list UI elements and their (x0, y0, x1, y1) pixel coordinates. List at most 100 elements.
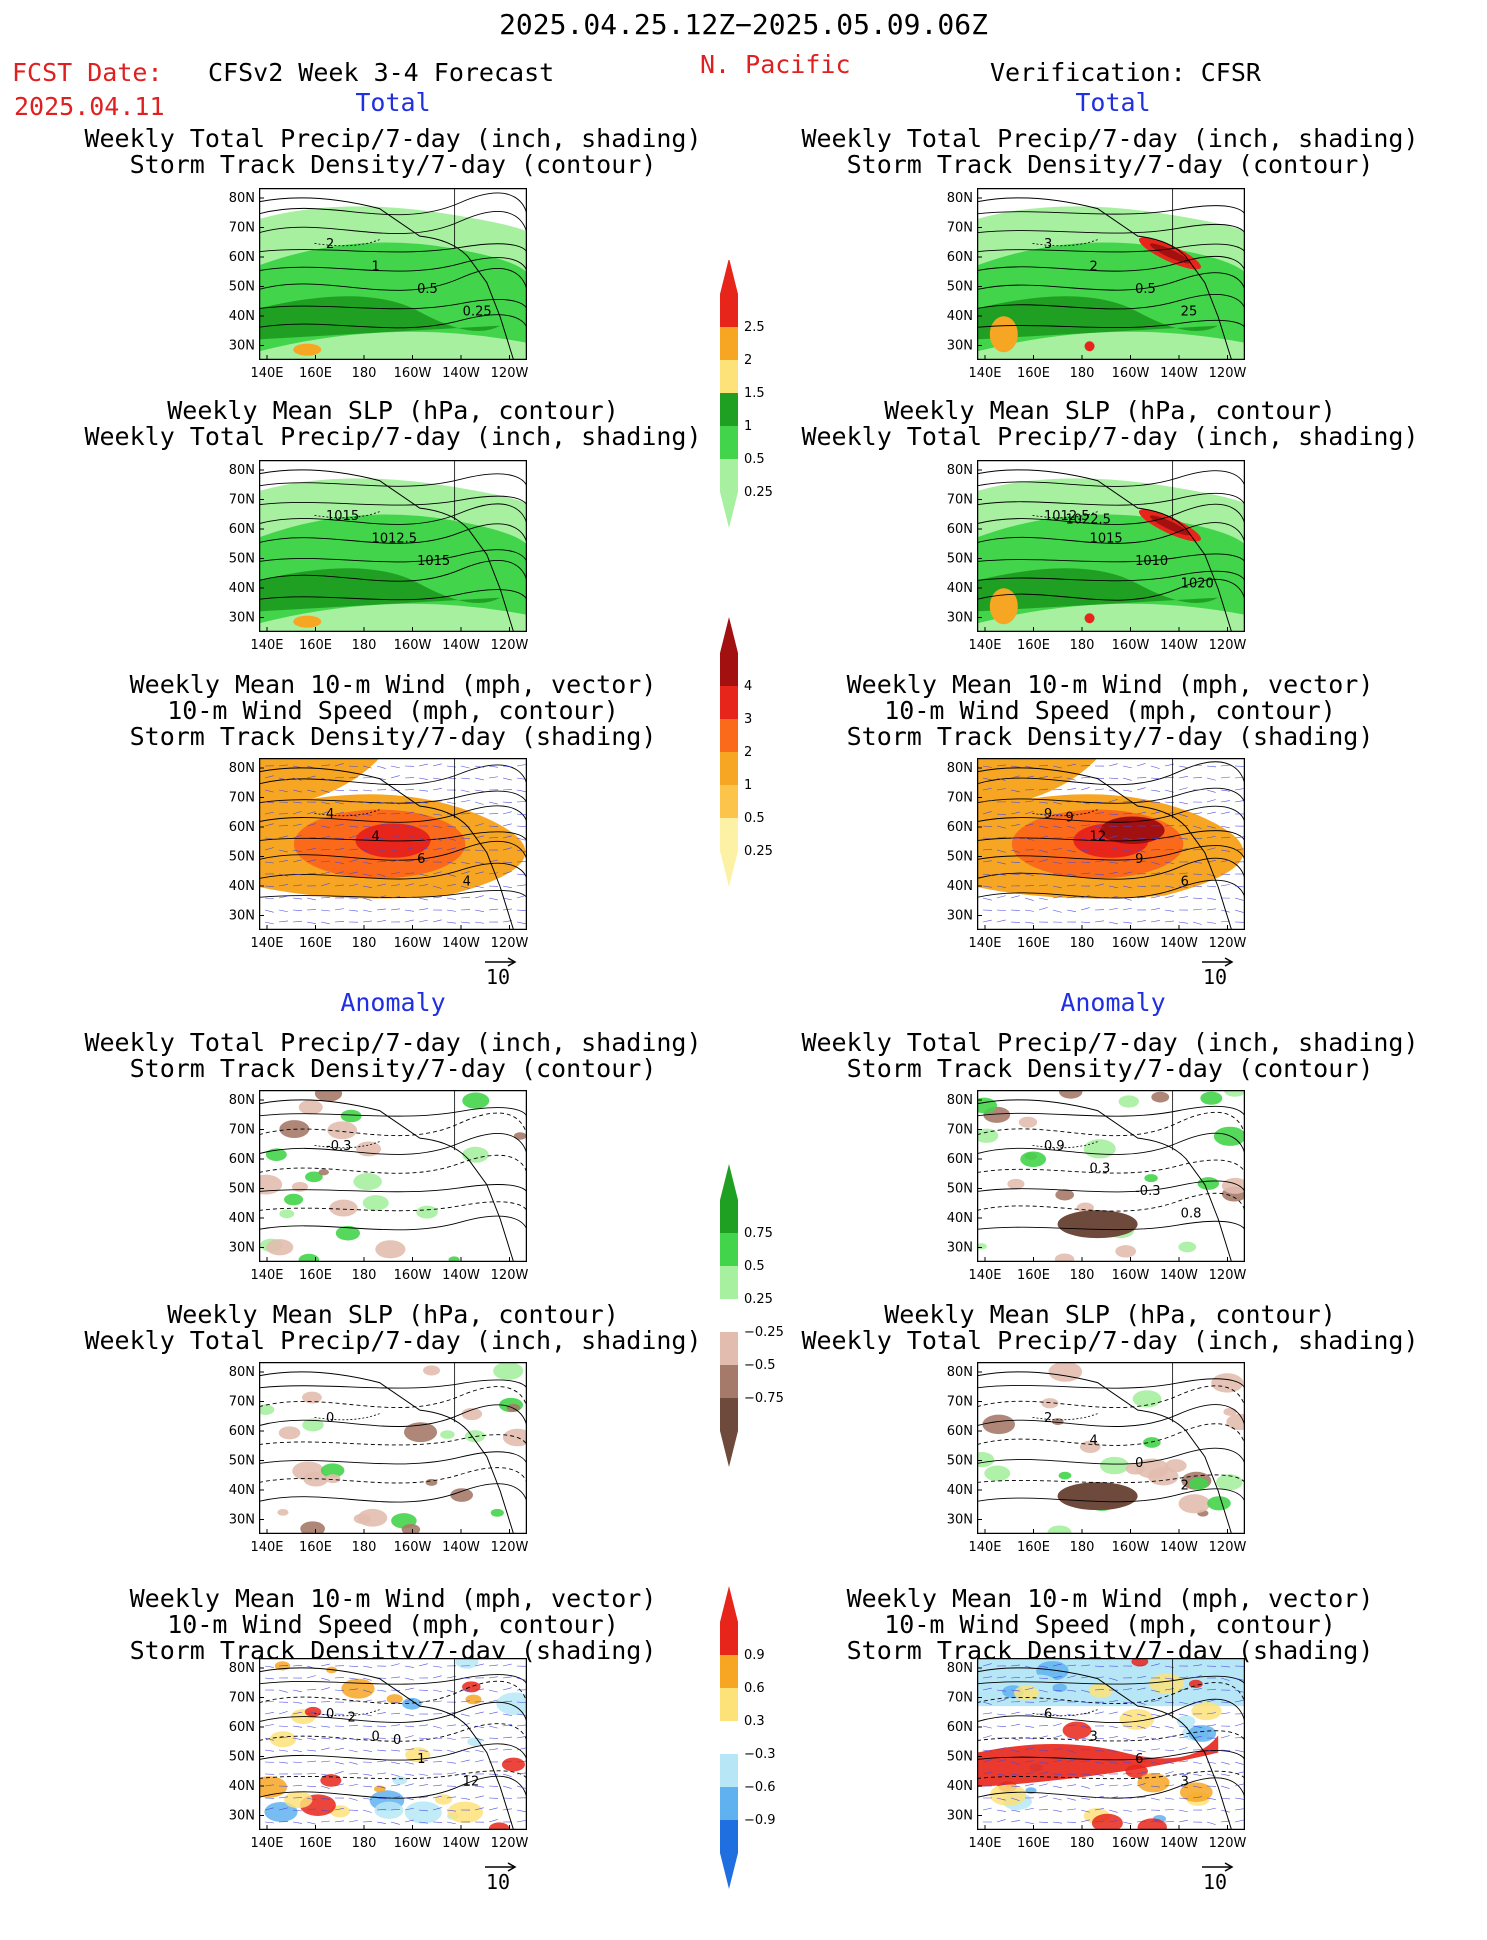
lat-tick-label: 70N (229, 1395, 255, 1410)
lon-tick-label: 160E (299, 936, 332, 951)
contour-label: 3 (1044, 237, 1052, 252)
contour-label: 0 (326, 1707, 334, 1722)
lon-tick-label: 120W (1209, 1540, 1247, 1555)
contour-label: 1010 (1135, 554, 1168, 569)
panel-title-line: 10-m Wind Speed (mph, contour) (790, 698, 1430, 724)
lon-tick-label: 160W (394, 366, 432, 381)
colorbar-label: 1 (744, 778, 752, 793)
colorbar-segment (720, 1820, 738, 1853)
lat-tick-label: 80N (229, 1093, 255, 1108)
colorbar-segment (720, 752, 738, 785)
colorbar-end-triangle (720, 1586, 738, 1622)
colorbar-segment (720, 1365, 738, 1398)
lat-tick-label: 30N (229, 1513, 255, 1528)
colorbar-storm-anomaly: 0.90.60.3−0.3−0.6−0.9 (720, 1586, 776, 1889)
map-field (259, 758, 527, 930)
colorbar-label: 0.9 (744, 1648, 765, 1663)
lon-tick-label: 140W (442, 366, 480, 381)
lon-tick-label: 120W (491, 936, 529, 951)
lat-tick-label: 80N (229, 1661, 255, 1676)
colorbar-label: 0.5 (744, 1259, 765, 1274)
lat-tick-label: 80N (229, 761, 255, 776)
lat-tick-label: 40N (947, 581, 973, 596)
vector-ref-total-left: 10 (486, 965, 510, 989)
colorbar-label: 4 (744, 679, 752, 694)
lat-tick-label: 40N (229, 581, 255, 596)
colorbar-precip-anomaly: 0.750.50.25−0.25−0.5−0.75 (720, 1164, 784, 1467)
colorbar-label: 0.25 (744, 1292, 773, 1307)
lon-tick-label: 160W (1112, 638, 1150, 653)
lat-tick-label: 50N (229, 1454, 255, 1469)
panel-title-line: Storm Track Density/7-day (contour) (790, 152, 1430, 178)
panel-title-line: 10-m Wind Speed (mph, contour) (790, 1612, 1430, 1638)
lon-tick-label: 180 (1070, 1836, 1095, 1851)
lon-tick-label: 160W (1112, 1268, 1150, 1283)
lat-tick-label: 70N (229, 1123, 255, 1138)
lon-tick-label: 160W (394, 1268, 432, 1283)
lat-tick-label: 50N (229, 552, 255, 567)
lat-tick-label: 70N (947, 791, 973, 806)
lat-tick-label: 50N (229, 280, 255, 295)
lon-tick-label: 140E (968, 366, 1001, 381)
colorbar-segment (720, 1655, 738, 1688)
colorbar-end-triangle (720, 1164, 738, 1200)
contour-label: 0 (1135, 1456, 1143, 1471)
contour-label: 0.5 (417, 282, 438, 297)
lon-tick-label: 160W (1112, 366, 1150, 381)
contour-label: 0.9 (1044, 1139, 1065, 1154)
lon-tick-label: 180 (352, 936, 377, 951)
verification-title: Verification: CFSR (990, 58, 1261, 87)
colorbar-label: 0.3 (744, 1714, 765, 1729)
section-label-total-right: Total (963, 88, 1263, 117)
contour-label: 9 (1065, 811, 1073, 826)
vector-ref-label: 10 (486, 965, 510, 989)
panel-title-line: 10-m Wind Speed (mph, contour) (73, 698, 713, 724)
lat-tick-label: 60N (229, 820, 255, 835)
lat-tick-label: 40N (229, 309, 255, 324)
lon-tick-label: 160W (1112, 936, 1150, 951)
lat-tick-label: 50N (947, 850, 973, 865)
panel-title-line: Weekly Mean SLP (hPa, contour) (790, 1302, 1430, 1328)
lat-tick-label: 50N (947, 1750, 973, 1765)
lat-tick-label: 60N (947, 820, 973, 835)
panel-title-line: Weekly Total Precip/7-day (inch, shading… (790, 1328, 1430, 1354)
colorbar-label: 0.5 (744, 452, 765, 467)
lat-tick-label: 40N (229, 1779, 255, 1794)
lon-tick-label: 180 (1070, 638, 1095, 653)
lon-tick-label: 140E (968, 936, 1001, 951)
colorbar-segment (720, 1332, 738, 1365)
lon-tick-label: 160W (394, 1540, 432, 1555)
colorbar-label: −0.25 (744, 1325, 784, 1340)
contour-label: 1 (417, 1752, 425, 1767)
colorbar-label: 2.5 (744, 320, 765, 335)
contour-label: 12 (1090, 830, 1107, 845)
colorbar-segment (720, 1200, 738, 1233)
contour-label: 12 (463, 1774, 480, 1789)
colorbar-segment (720, 1721, 738, 1754)
lon-tick-label: 140W (442, 638, 480, 653)
lat-tick-label: 40N (947, 1211, 973, 1226)
contour-label: 0.8 (1181, 1206, 1202, 1221)
lon-tick-label: 120W (1209, 366, 1247, 381)
lon-tick-label: 140E (250, 1540, 283, 1555)
contour-label: 1015 (326, 509, 359, 524)
lat-tick-label: 50N (947, 552, 973, 567)
panel-title-line: Weekly Total Precip/7-day (inch, shading… (790, 126, 1430, 152)
lat-tick-label: 60N (229, 1424, 255, 1439)
arrow-right-icon (1201, 1862, 1235, 1872)
lon-tick-label: 140W (1160, 638, 1198, 653)
lon-tick-label: 140E (968, 1836, 1001, 1851)
lat-tick-label: 70N (229, 493, 255, 508)
contour-label: 0.3 (1090, 1162, 1111, 1177)
lon-tick-label: 160E (299, 1268, 332, 1283)
lat-tick-label: 50N (947, 1182, 973, 1197)
arrow-right-icon (484, 1862, 518, 1872)
